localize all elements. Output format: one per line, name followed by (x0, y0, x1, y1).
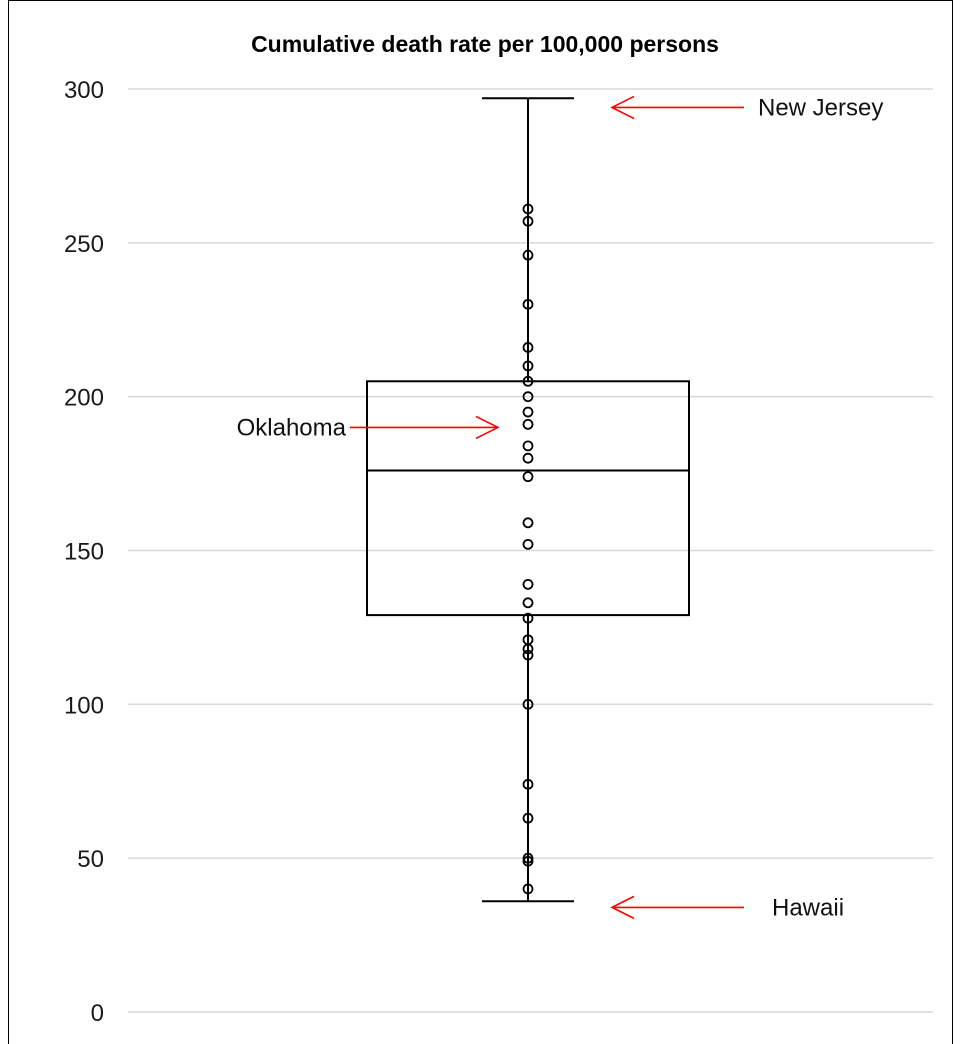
grid-layer (128, 88, 933, 1013)
annotations: New Jersey Oklahoma Hawaii (237, 94, 884, 921)
data-point (522, 517, 534, 529)
y-tick-label: 50 (77, 846, 104, 873)
annotation-arrow-head (610, 95, 635, 120)
data-point (522, 578, 534, 590)
annotation-label: Oklahoma (237, 414, 347, 441)
data-point (522, 852, 534, 864)
data-point (522, 375, 534, 387)
y-tick-label: 100 (64, 692, 104, 719)
data-point (522, 855, 534, 867)
box-plot (366, 97, 690, 903)
data-point (522, 452, 534, 464)
annotation-arrow-head (475, 415, 500, 440)
chart-frame (8, 0, 953, 1044)
data-point (522, 883, 534, 895)
y-tick-label: 0 (91, 1000, 104, 1027)
data-point (522, 391, 534, 403)
data-point (522, 538, 534, 550)
y-tick-label: 300 (64, 77, 104, 104)
data-point (522, 342, 534, 353)
y-tick-label: 250 (64, 231, 104, 258)
data-point (522, 643, 534, 655)
annotation-label: Hawaii (772, 894, 844, 921)
data-point (522, 612, 534, 624)
y-axis: 0 50 100 150 200 250 300 (64, 77, 104, 1027)
y-tick-label: 150 (64, 539, 104, 566)
data-point (522, 215, 534, 227)
annotation-label: New Jersey (758, 94, 883, 121)
data-point (522, 471, 534, 483)
data-point (522, 597, 534, 609)
data-points (522, 203, 534, 895)
data-point (522, 698, 534, 710)
data-point (522, 249, 534, 261)
data-point (522, 360, 534, 372)
data-point (522, 778, 534, 790)
data-point (522, 418, 534, 430)
y-tick-label: 200 (64, 385, 104, 412)
data-point (522, 298, 534, 310)
data-point (522, 440, 534, 452)
box-iqr (366, 380, 690, 617)
chart-title: Cumulative death rate per 100,000 person… (251, 31, 719, 57)
data-point (522, 203, 534, 215)
annotation-arrow-head (610, 895, 635, 920)
data-point (522, 812, 534, 824)
data-point (522, 649, 534, 661)
data-point (522, 406, 534, 418)
